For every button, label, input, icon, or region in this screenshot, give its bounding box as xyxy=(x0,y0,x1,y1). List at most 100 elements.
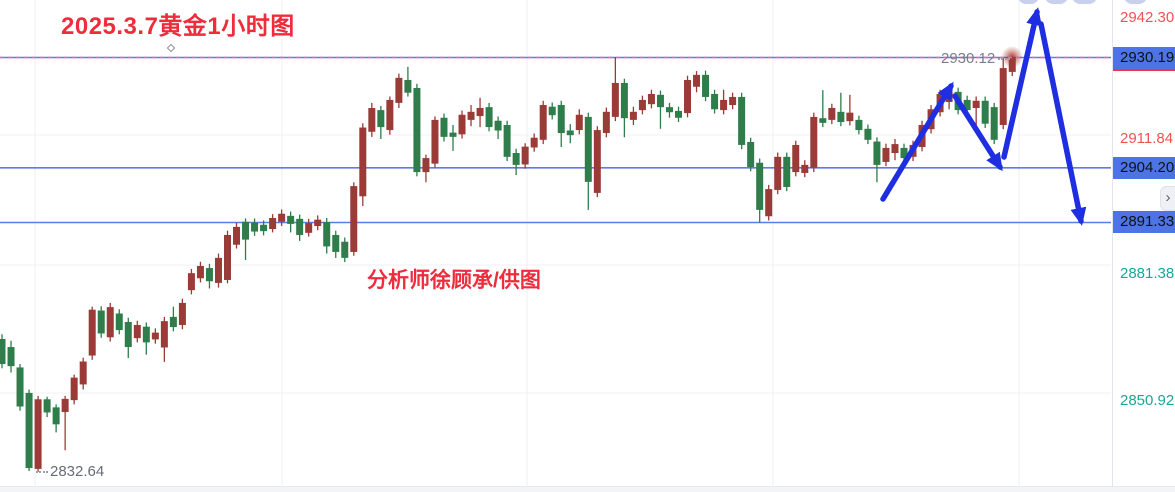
candle xyxy=(837,92,845,127)
candle xyxy=(611,57,619,122)
candle xyxy=(819,90,827,128)
candle xyxy=(765,184,773,221)
candle xyxy=(269,214,277,233)
candle xyxy=(115,309,123,335)
candle xyxy=(224,230,231,284)
trend-arrow-annotation xyxy=(880,81,954,202)
trend-arrow-annotation xyxy=(1038,21,1087,226)
candle xyxy=(305,218,313,237)
candle xyxy=(314,215,322,231)
candle xyxy=(251,218,259,236)
candle xyxy=(675,106,682,123)
candle xyxy=(142,322,150,355)
candle xyxy=(124,317,132,359)
candle xyxy=(747,137,755,172)
candle xyxy=(404,66,412,97)
candle xyxy=(368,102,376,137)
axis-tick-2942: 2942.30 xyxy=(1120,9,1175,26)
current-price-value: 2930.12 xyxy=(941,50,996,67)
candle xyxy=(864,124,872,145)
toolbar-button[interactable] xyxy=(1045,0,1068,4)
candle xyxy=(332,230,340,258)
candle xyxy=(79,357,87,390)
axis-level-label-2930: 2930.19 xyxy=(1113,47,1175,69)
candle xyxy=(774,152,782,195)
candle xyxy=(539,100,547,145)
candle xyxy=(377,105,385,139)
candle xyxy=(693,71,701,93)
candle xyxy=(133,320,141,343)
candle xyxy=(160,316,168,362)
candle xyxy=(341,237,349,263)
candle xyxy=(828,103,836,125)
session-low-marker: 2832.64 xyxy=(36,463,104,480)
candle xyxy=(656,90,664,129)
candle xyxy=(738,92,746,150)
trend-arrow-annotation xyxy=(1001,7,1042,160)
candle xyxy=(7,340,15,373)
candle xyxy=(981,96,989,128)
candle xyxy=(169,306,177,332)
candle xyxy=(846,94,854,126)
candle xyxy=(359,123,367,207)
candle xyxy=(629,106,637,125)
candle xyxy=(702,70,710,102)
candle xyxy=(521,143,529,169)
candle xyxy=(485,102,493,132)
candle xyxy=(97,306,105,338)
candle xyxy=(458,110,466,139)
dotted-leader xyxy=(36,470,48,473)
candle xyxy=(242,218,250,261)
axis-collapse-chevron-icon[interactable]: › xyxy=(1160,186,1175,211)
candle xyxy=(720,89,728,115)
candle xyxy=(548,102,556,120)
candle xyxy=(386,96,394,135)
candle xyxy=(647,89,655,109)
candle xyxy=(801,160,809,178)
toolbar-button[interactable] xyxy=(1018,0,1039,4)
current-price-marker: 2930.12 xyxy=(941,50,1011,67)
candle xyxy=(260,220,268,236)
candle xyxy=(494,116,502,139)
candle xyxy=(196,261,204,283)
candle xyxy=(43,396,51,418)
candle xyxy=(665,102,673,118)
candle xyxy=(638,95,646,115)
candle xyxy=(575,109,583,135)
candle xyxy=(999,57,1007,130)
candle xyxy=(431,116,439,168)
candle xyxy=(323,217,331,254)
candle xyxy=(476,97,484,128)
axis-tick-2881: 2881.38 xyxy=(1120,265,1175,282)
candle xyxy=(278,209,286,227)
candle xyxy=(584,112,592,210)
watermark-text: 分析师徐顾承/供图 xyxy=(367,269,541,292)
session-low-value: 2832.64 xyxy=(50,463,105,480)
candle xyxy=(449,124,457,151)
price-axis[interactable]: 2942.30 2930.19 2911.84 2904.20 2891.33 … xyxy=(1112,0,1175,492)
candle xyxy=(422,154,430,183)
candle xyxy=(16,364,24,411)
candle xyxy=(684,75,692,118)
candle xyxy=(395,73,403,108)
candle xyxy=(512,148,520,176)
candle xyxy=(557,100,565,148)
axis-level-label-2904: 2904.20 xyxy=(1113,157,1175,179)
candle xyxy=(151,328,159,344)
candle xyxy=(187,268,195,295)
toolbar-button[interactable] xyxy=(1072,0,1097,4)
candle xyxy=(52,404,60,433)
candle xyxy=(530,133,538,152)
candle xyxy=(34,395,42,472)
candle xyxy=(873,137,881,183)
candle xyxy=(350,182,358,256)
candle xyxy=(1008,57,1016,77)
candle xyxy=(413,83,421,177)
chart-title: 2025.3.7黄金1小时图 xyxy=(61,13,295,40)
candle xyxy=(205,263,213,289)
toolbar-button[interactable] xyxy=(1124,0,1147,4)
candle xyxy=(602,107,610,138)
candle xyxy=(756,158,764,223)
